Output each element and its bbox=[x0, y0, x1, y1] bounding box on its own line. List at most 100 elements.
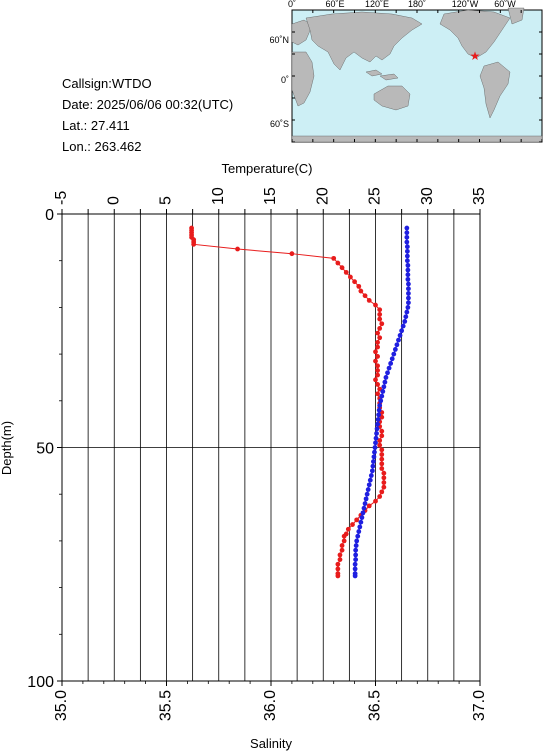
temperature-data-point bbox=[404, 230, 410, 236]
station-marker-icon: ★ bbox=[470, 49, 481, 63]
temperature-data-point bbox=[357, 524, 363, 530]
salinity-data-point bbox=[335, 260, 341, 266]
salinity-data-point bbox=[337, 557, 343, 562]
salinity-data-point bbox=[379, 428, 385, 434]
temperature-data-point bbox=[391, 351, 397, 357]
temperature-data-point bbox=[404, 225, 410, 231]
temperature-data-point bbox=[386, 365, 392, 371]
temperature-data-point bbox=[388, 361, 394, 366]
temperature-data-point bbox=[358, 519, 364, 525]
temperature-data-point bbox=[374, 431, 379, 436]
temperature-data-point bbox=[399, 328, 405, 334]
salinity-data-point bbox=[375, 340, 380, 345]
profile-chart: -5 0 5 10 15 20 25 30 35 35.0 35.5 36.0 36.5 37.0 0 5… bbox=[0, 161, 488, 751]
map-lon-label: 60˚E bbox=[325, 0, 344, 9]
temperature-data-point bbox=[360, 510, 366, 516]
temperature-data-point bbox=[379, 393, 385, 399]
temperature-data-point bbox=[406, 300, 411, 306]
salinity-tick-label: 37.0 bbox=[471, 690, 488, 721]
salinity-tick-label: 35.0 bbox=[53, 690, 70, 721]
temperature-data-point bbox=[396, 337, 401, 343]
salinity-data-point bbox=[362, 293, 368, 299]
temperature-data-point bbox=[353, 547, 359, 553]
temperature-data-point bbox=[405, 262, 411, 268]
temperature-data-point bbox=[371, 454, 377, 460]
temperature-data-point bbox=[404, 253, 410, 259]
temperature-data-point bbox=[354, 538, 360, 544]
temperature-data-point bbox=[372, 449, 377, 455]
salinity-data-point bbox=[331, 255, 337, 261]
salinity-data-point bbox=[335, 561, 341, 567]
map-lon-label: 0˚ bbox=[288, 0, 296, 9]
temperature-data-point bbox=[405, 276, 411, 282]
map-lat-label: 0˚ bbox=[281, 75, 289, 85]
salinity-data-point bbox=[352, 279, 357, 285]
salinity-data-point bbox=[373, 349, 378, 355]
temperature-data-point bbox=[363, 496, 369, 502]
temperature-data-point bbox=[378, 398, 384, 404]
temperature-data-point bbox=[405, 272, 411, 278]
temperature-data-point bbox=[383, 375, 389, 380]
temperature-data-point bbox=[369, 468, 375, 474]
salinity-data-point bbox=[366, 297, 372, 303]
temperature-data-point bbox=[359, 515, 365, 520]
salinity-data-point bbox=[377, 307, 383, 313]
temperature-data-point bbox=[372, 445, 378, 450]
salinity-data-point bbox=[375, 354, 380, 359]
salinity-data-point bbox=[379, 466, 385, 471]
temperature-tick-label: 25 bbox=[367, 187, 384, 205]
temperature-data-point bbox=[352, 561, 358, 567]
temperature-tick-labels: -5 0 5 10 15 20 25 30 35 bbox=[53, 187, 488, 205]
salinity-data-point bbox=[377, 494, 383, 499]
axis-ticks bbox=[57, 209, 481, 686]
map-land bbox=[291, 7, 543, 143]
salinity-data-point bbox=[348, 274, 353, 280]
temperature-data-point bbox=[373, 440, 378, 446]
salinity-data-point bbox=[375, 372, 380, 378]
temperature-data-point bbox=[404, 258, 410, 264]
series-layer bbox=[189, 225, 411, 579]
salinity-data-point bbox=[358, 288, 364, 294]
salinity-data-point bbox=[377, 326, 383, 331]
temperature-data-point bbox=[353, 552, 359, 558]
temperature-data-point bbox=[356, 529, 362, 534]
temperature-data-point bbox=[370, 463, 376, 469]
salinity-data-point bbox=[379, 321, 385, 327]
salinity-data-point bbox=[379, 489, 385, 495]
temperature-tick-label: 20 bbox=[314, 187, 331, 205]
salinity-data-point bbox=[356, 283, 362, 289]
temperature-data-point bbox=[403, 314, 409, 320]
temperature-data-point bbox=[364, 491, 370, 497]
salinity-data-point bbox=[377, 312, 383, 317]
salinity-data-point bbox=[373, 377, 378, 383]
longitude-text: Lon.: 263.462 bbox=[62, 139, 142, 154]
temperature-data-point bbox=[362, 501, 368, 506]
temperature-data-point bbox=[368, 473, 374, 478]
temperature-data-point bbox=[353, 543, 359, 548]
salinity-data-point bbox=[373, 498, 378, 504]
salinity-data-point bbox=[354, 517, 360, 523]
temperature-data-point bbox=[373, 435, 379, 441]
salinity-data-point bbox=[377, 316, 383, 322]
location-map: 0˚ 60˚E 120˚E 180˚ 120˚W 60˚W 60˚N 0˚ 60… bbox=[269, 0, 543, 143]
salinity-data-point bbox=[379, 461, 385, 467]
temperature-data-point bbox=[405, 305, 411, 310]
salinity-data-point bbox=[377, 335, 383, 341]
temperature-data-point bbox=[375, 421, 380, 427]
temperature-data-point bbox=[389, 356, 395, 362]
salinity-axis-label: Salinity bbox=[250, 736, 292, 751]
temperature-data-point bbox=[397, 333, 403, 338]
salinity-data-point bbox=[343, 269, 349, 275]
salinity-data-point bbox=[377, 438, 383, 443]
salinity-data-point bbox=[381, 470, 387, 476]
temperature-tick-label: 0 bbox=[105, 196, 122, 205]
salinity-data-point bbox=[379, 456, 385, 462]
salinity-data-point bbox=[379, 433, 385, 439]
temperature-data-point bbox=[353, 557, 359, 562]
temperature-data-point bbox=[400, 323, 406, 329]
salinity-data-point bbox=[381, 480, 387, 485]
salinity-data-point bbox=[191, 241, 197, 247]
salinity-tick-label: 36.5 bbox=[367, 690, 384, 721]
temperature-data-point bbox=[404, 248, 410, 254]
salinity-data-point bbox=[341, 533, 347, 539]
